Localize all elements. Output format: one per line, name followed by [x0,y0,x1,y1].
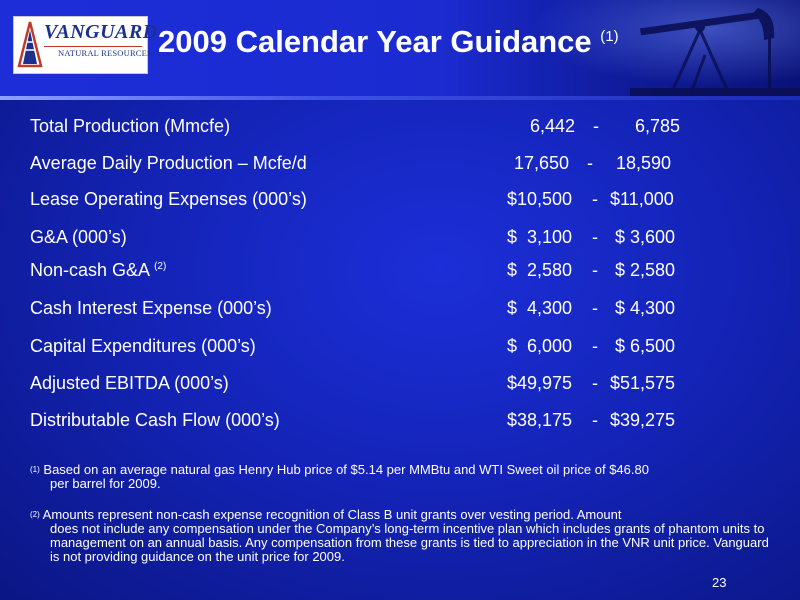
row-separator: - [592,336,598,356]
logo-divider [44,46,142,47]
row-low-value: $49,975 [507,373,573,393]
row-label: Lease Operating Expenses (000’s) [30,189,307,209]
company-logo: VANGUARD NATURAL RESOURCES, LLC [13,16,173,74]
guidance-row: Capital Expenditures (000’s) $ 6,000 - $… [30,336,710,362]
row-separator: - [592,410,598,430]
oil-derrick-logo-icon [17,21,43,68]
row-high-value: $51,575 [610,373,676,393]
row-low-value: $10,500 [507,189,573,209]
footnote-first-line: Amounts represent non-cash expense recog… [39,507,622,522]
guidance-row: Lease Operating Expenses (000’s) $10,500… [30,189,710,215]
page-title: 2009 Calendar Year Guidance (1) [158,24,619,60]
logo-wordmark: VANGUARD [44,21,158,43]
footnote-2: (2) Amounts represent non-cash expense r… [30,508,775,564]
footnote-continuation: per barrel for 2009. [50,476,161,491]
row-high-value: 6,785 [635,116,681,136]
row-low-value: 6,442 [530,116,576,136]
guidance-row: Cash Interest Expense (000’s) $ 4,300 - … [30,298,710,324]
guidance-row: Average Daily Production – Mcfe/d 17,650… [30,153,710,179]
row-label: Average Daily Production – Mcfe/d [30,153,307,173]
row-low-value: $ 2,580 [507,260,573,280]
row-footnote-mark: (2) [154,261,167,272]
row-high-value: 18,590 [616,153,672,173]
row-label: Total Production (Mmcfe) [30,116,231,136]
footnote-first-line: Based on an average natural gas Henry Hu… [39,462,649,477]
slide-header: VANGUARD NATURAL RESOURCES, LLC 2009 Cal… [0,0,800,96]
page-number: 23 [712,575,727,590]
row-low-value: $ 3,100 [507,227,573,247]
footnote-mark: (2) [30,510,40,519]
footnote-1: (1) Based on an average natural gas Henr… [30,463,775,491]
guidance-row: Distributable Cash Flow (000’s) $38,175 … [30,410,710,436]
row-label-text: Non-cash G&A [30,260,150,280]
guidance-row: Non-cash G&A (2) $ 2,580 - $ 2,580 [30,260,710,286]
row-separator: - [587,153,593,173]
footnote-mark: (1) [30,465,40,474]
row-high-value: $ 3,600 [615,227,676,247]
row-separator: - [592,189,598,209]
row-label: Cash Interest Expense (000’s) [30,298,272,318]
row-label: Adjusted EBITDA (000’s) [30,373,229,393]
guidance-row: Adjusted EBITDA (000’s) $49,975 - $51,57… [30,373,710,399]
row-high-value: $ 4,300 [615,298,676,318]
row-separator: - [592,227,598,247]
page-title-text: 2009 Calendar Year Guidance [158,24,592,59]
oil-pumpjack-icon [630,8,800,96]
row-label: Non-cash G&A (2) [30,260,166,281]
row-separator: - [592,373,598,393]
footnote-continuation: does not include any compensation under … [50,521,769,564]
row-high-value: $11,000 [610,189,674,209]
row-low-value: 17,650 [514,153,570,173]
guidance-row: Total Production (Mmcfe) 6,442 - 6,785 [30,116,710,142]
row-label: Distributable Cash Flow (000’s) [30,410,280,430]
row-low-value: $38,175 [507,410,573,430]
row-separator: - [593,116,599,136]
header-divider [0,96,800,100]
row-low-value: $ 6,000 [507,336,573,356]
row-low-value: $ 4,300 [507,298,573,318]
row-label: Capital Expenditures (000’s) [30,336,256,356]
title-footnote-mark: (1) [600,28,619,45]
row-high-value: $ 2,580 [615,260,676,280]
row-high-value: $ 6,500 [615,336,676,356]
row-separator: - [592,298,598,318]
row-label: G&A (000’s) [30,227,127,247]
logo-subtitle: NATURAL RESOURCES, LLC [58,48,174,58]
row-high-value: $39,275 [610,410,676,430]
row-separator: - [592,260,598,280]
guidance-row: G&A (000’s) $ 3,100 - $ 3,600 [30,227,710,253]
